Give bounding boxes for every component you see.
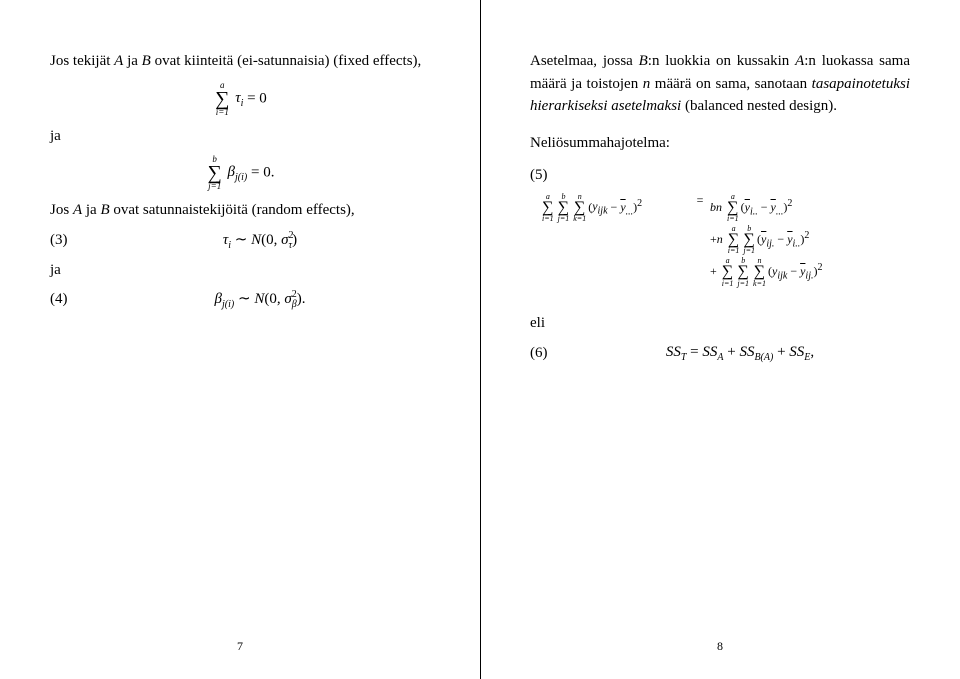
text: ovat kiinteitä (ei-satunnaisia) (fixed e… bbox=[151, 53, 421, 69]
text: Jos bbox=[50, 202, 73, 218]
eq-number: (3) bbox=[50, 232, 90, 249]
equation-sum-beta: b ∑ j=1 βj(i) = 0. bbox=[50, 155, 430, 191]
eli: eli bbox=[530, 312, 910, 335]
para-r1: Asetelmaa, jossa B:n luokkia on kussakin… bbox=[530, 50, 910, 118]
var-A: A bbox=[114, 53, 123, 69]
page-right: Asetelmaa, jossa B:n luokkia on kussakin… bbox=[480, 0, 960, 679]
text: (balanced nested design). bbox=[681, 98, 837, 114]
eq5-row1: a∑i=1b∑j=1n∑k=1(yijk − y...)2 = bn a∑i=1… bbox=[540, 193, 910, 223]
text: ja bbox=[123, 53, 141, 69]
sigma-sum: b ∑ j=1 bbox=[208, 155, 222, 191]
equation-6: (6) SST = SSA + SSB(A) + SSE, bbox=[530, 344, 910, 363]
para-r2: Neliösummahajotelma: bbox=[530, 132, 910, 155]
para-2: Jos A ja B ovat satunnaistekijöitä (rand… bbox=[50, 199, 430, 222]
equation-4: (4) βj(i) ∼ N(0, σ2β). bbox=[50, 289, 430, 310]
text: ovat satunnaistekijöitä (random effects)… bbox=[110, 202, 355, 218]
page-left: Jos tekijät A ja B ovat kiinteitä (ei-sa… bbox=[0, 0, 480, 679]
equation-5: a∑i=1b∑j=1n∑k=1(yijk − y...)2 = bn a∑i=1… bbox=[540, 193, 910, 288]
var-B: B bbox=[639, 53, 648, 69]
var-A: A bbox=[73, 202, 82, 218]
var-B: B bbox=[142, 53, 151, 69]
ja-2: ja bbox=[50, 259, 430, 282]
var-B: B bbox=[100, 202, 109, 218]
eq-number: (6) bbox=[530, 345, 570, 362]
text: määrä on sama, sanotaan bbox=[650, 76, 811, 92]
page-number: 8 bbox=[480, 639, 960, 654]
text: ja bbox=[82, 202, 100, 218]
text: Asetelmaa, jossa bbox=[530, 53, 639, 69]
text: :n luokkia on kussakin bbox=[648, 53, 795, 69]
page-number: 7 bbox=[0, 639, 480, 654]
text: Jos tekijät bbox=[50, 53, 114, 69]
sigma-sum: a ∑ i=1 bbox=[215, 81, 229, 117]
eq5-label: (5) bbox=[530, 164, 910, 187]
eq-number: (4) bbox=[50, 291, 90, 308]
eq5-row2: +n a∑i=1b∑j=1(yij. − yi..)2 bbox=[540, 225, 910, 255]
equation-sum-tau: a ∑ i=1 τi = 0 bbox=[50, 81, 430, 117]
equation-3: (3) τi ∼ N(0, σ2τ) bbox=[50, 230, 430, 251]
ja-1: ja bbox=[50, 125, 430, 148]
eq5-row3: + a∑i=1b∑j=1n∑k=1(yijk − yij.)2 bbox=[540, 257, 910, 287]
para-1: Jos tekijät A ja B ovat kiinteitä (ei-sa… bbox=[50, 50, 430, 73]
var-A: A bbox=[795, 53, 804, 69]
